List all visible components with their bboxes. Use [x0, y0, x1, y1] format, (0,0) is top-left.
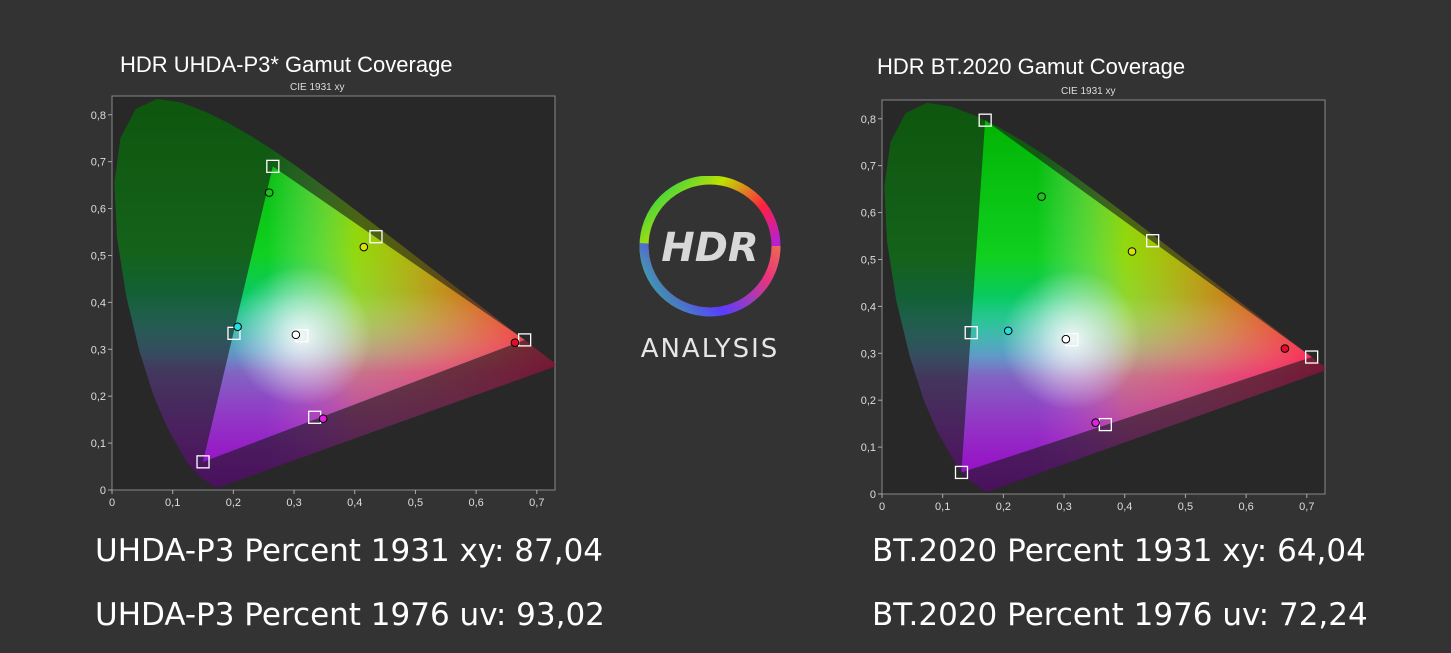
stat-uhda-p3-uv: UHDA-P3 Percent 1976 uv: 93,02	[95, 597, 605, 633]
y-tick-label: 0,4	[91, 297, 106, 309]
x-tick-label: 0,4	[1117, 501, 1132, 513]
x-tick-label: 0,4	[347, 497, 362, 509]
y-tick-label: 0,5	[861, 254, 876, 266]
target-point	[196, 455, 210, 469]
measured-point	[1061, 334, 1071, 344]
x-tick-label: 0,5	[408, 497, 423, 509]
measured-point	[291, 330, 301, 340]
measured-point	[1280, 344, 1290, 353]
y-tick-label: 0,7	[861, 161, 876, 173]
measured-point	[264, 188, 274, 197]
target-point	[1146, 234, 1160, 248]
y-tick-label: 0,4	[861, 301, 876, 313]
y-tick-label: 0,5	[91, 250, 106, 262]
cie-chart-bt2020: 0 0,1 0,2 0,3 0,4 0,5 0,6 0,7 0 0,1 0,2 0,3 0,4 0,5 0,…	[861, 99, 1326, 513]
y-tick-label: 0,1	[91, 438, 106, 450]
measured-point	[1127, 247, 1137, 256]
x-tick-label: 0	[109, 497, 115, 509]
y-tick-label: 0,8	[91, 110, 106, 122]
target-point	[266, 159, 280, 174]
x-tick-label: 0,1	[935, 501, 950, 513]
logo-analysis-text: ANALYSIS	[640, 334, 780, 364]
chart-title-right: HDR BT.2020 Gamut Coverage	[877, 54, 1186, 79]
measured-point	[510, 338, 520, 348]
measured-point	[359, 242, 369, 252]
y-tick-label: 0,3	[91, 344, 106, 356]
x-tick-label: 0,5	[1178, 501, 1193, 513]
target-point	[954, 465, 969, 480]
y-tick-label: 0,7	[91, 157, 106, 169]
x-tick-label: 0	[879, 501, 885, 513]
hdr-analysis-logo: HDR ANALYSIS	[630, 175, 790, 376]
y-tick-label: 0,6	[861, 208, 876, 220]
stat-bt2020-xy: BT.2020 Percent 1931 xy: 64,04	[872, 533, 1366, 569]
y-tick-label: 0,3	[861, 348, 876, 360]
x-tick-label: 0,6	[468, 497, 483, 509]
x-tick-label: 0,2	[996, 501, 1011, 513]
stat-uhda-p3-xy: UHDA-P3 Percent 1931 xy: 87,04	[95, 533, 604, 569]
x-tick-label: 0,1	[165, 497, 180, 509]
cie-chart-uhda-p3: 0 0,1 0,2 0,3 0,4 0,5 0,6 0,7 0 0,1 0,2 0,3 0,4 0,5 0,…	[91, 95, 556, 509]
measured-point	[233, 322, 242, 332]
x-tick-label: 0,7	[529, 497, 544, 509]
measured-point	[1037, 192, 1046, 201]
target-point	[978, 113, 992, 127]
y-tick-label: 0	[100, 485, 106, 497]
y-tick-label: 0,1	[861, 442, 876, 454]
target-point	[1304, 350, 1319, 364]
y-tick-label: 0,6	[91, 204, 106, 216]
measured-point	[318, 414, 328, 424]
y-tick-label: 0,2	[861, 395, 876, 407]
target-point	[964, 325, 978, 340]
y-tick-label: 0	[870, 489, 876, 501]
measured-point	[1091, 418, 1100, 428]
stat-bt2020-uv: BT.2020 Percent 1976 uv: 72,24	[872, 597, 1368, 633]
chart-subtitle-right: CIE 1931 xy	[1061, 86, 1116, 97]
x-tick-label: 0,3	[1056, 501, 1071, 513]
x-tick-label: 0,2	[226, 497, 241, 509]
y-tick-label: 0,8	[861, 114, 876, 126]
chart-subtitle-left: CIE 1931 xy	[290, 82, 345, 93]
logo-ring-icon	[639, 175, 781, 317]
measured-point	[1003, 326, 1013, 336]
y-tick-label: 0,2	[91, 391, 106, 403]
chart-title-left: HDR UHDA-P3* Gamut Coverage	[120, 52, 453, 77]
x-tick-label: 0,7	[1299, 501, 1314, 513]
logo-hdr-text: HDR	[661, 225, 759, 271]
x-tick-label: 0,6	[1238, 501, 1253, 513]
target-point	[369, 230, 383, 244]
target-point	[518, 333, 532, 347]
x-tick-label: 0,3	[286, 497, 301, 509]
